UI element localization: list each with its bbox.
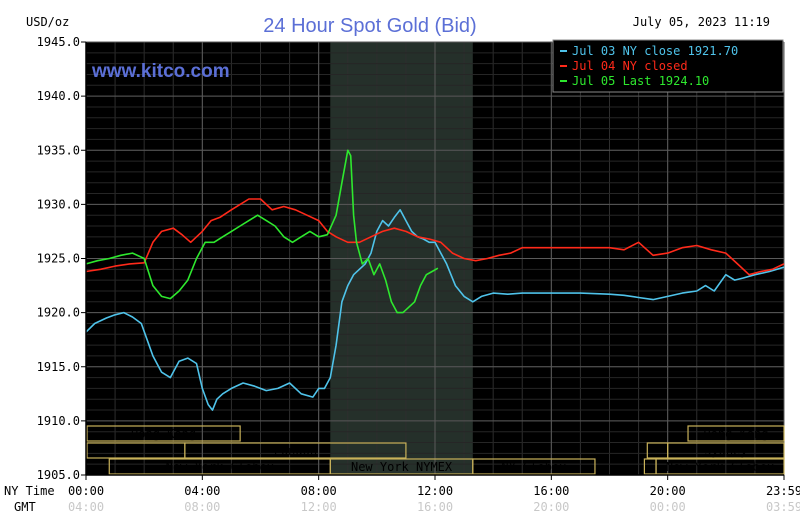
x-tick-label-ny: 20:00: [650, 484, 686, 498]
y-tick-label: 1945.0: [37, 35, 80, 49]
x-tick-label-gmt: 03:59: [766, 500, 800, 514]
grid-lines: [85, 41, 785, 476]
x-tick-label-ny: 04:00: [184, 484, 220, 498]
x-axis: 00:00 04:00 04:00 08:00 08:00 12:00 12:00 16:00…: [68, 474, 800, 514]
session-box: [655, 458, 785, 475]
x-tick-label-ny: 00:00: [68, 484, 104, 498]
y-tick-label: 1930.0: [37, 197, 80, 211]
chart-title: 24 Hour Spot Gold (Bid): [263, 15, 476, 37]
legend-entry: Jul 05 Last 1924.10: [572, 74, 709, 88]
x-tick-label-ny: 08:00: [301, 484, 337, 498]
session-label: London: [274, 444, 317, 458]
session-label: Sydney: [704, 444, 747, 458]
y-tick-label: 1940.0: [37, 89, 80, 103]
x-tick-label-gmt: 12:00: [301, 500, 337, 514]
session-box: [86, 425, 241, 442]
series-line: [85, 209, 785, 411]
x-tick-label-gmt: 16:00: [417, 500, 453, 514]
session-box: [472, 458, 596, 475]
y-tick-label: 1925.0: [37, 252, 80, 266]
chart-timestamp: July 05, 2023 11:19: [633, 15, 770, 29]
gmt-axis-label: GMT: [14, 500, 36, 514]
session-label: New York NYMEX: [351, 460, 453, 474]
price-series-lines: [85, 149, 785, 411]
y-tick-label: 1905.0: [37, 468, 80, 482]
y-axis-label: USD/oz: [26, 15, 69, 29]
x-tick-label-gmt: 08:00: [184, 500, 220, 514]
x-tick-label-ny: 16:00: [533, 484, 569, 498]
y-tick-label: 1915.0: [37, 360, 80, 374]
y-tick-label: 1935.0: [37, 143, 80, 157]
x-tick-label-ny: 23:59: [766, 484, 800, 498]
x-tick-label-gmt: 20:00: [533, 500, 569, 514]
website-watermark: www.kitco.com: [91, 61, 230, 82]
y-axis: 1945.0 1940.0 1935.0 1930.0 1925.0 1920.0 1915…: [37, 35, 87, 482]
session-label: New York Globex: [166, 460, 274, 474]
legend-entry: Jul 04 NY closed: [572, 59, 688, 73]
session-box: [667, 442, 785, 459]
x-tick-label-gmt: 00:00: [650, 500, 686, 514]
x-tick-label-gmt: 04:00: [68, 500, 104, 514]
y-tick-label: 1910.0: [37, 414, 80, 428]
session-label: NY Globex: [501, 460, 566, 474]
x-tick-label-ny: 12:00: [417, 484, 453, 498]
series-line: [85, 149, 439, 314]
session-label: Hong Kong: [131, 427, 196, 441]
session-label: New York Globex: [666, 460, 774, 474]
session-box: [687, 425, 785, 442]
ny-time-axis-label: NY Time: [4, 484, 55, 498]
series-line: [85, 198, 785, 276]
session-label: Hong Kong: [703, 427, 768, 441]
legend-entry: Jul 03 NY close 1921.70: [572, 44, 738, 58]
legend-box: [552, 39, 784, 93]
session-box: [184, 442, 407, 459]
y-tick-label: 1920.0: [37, 306, 80, 320]
